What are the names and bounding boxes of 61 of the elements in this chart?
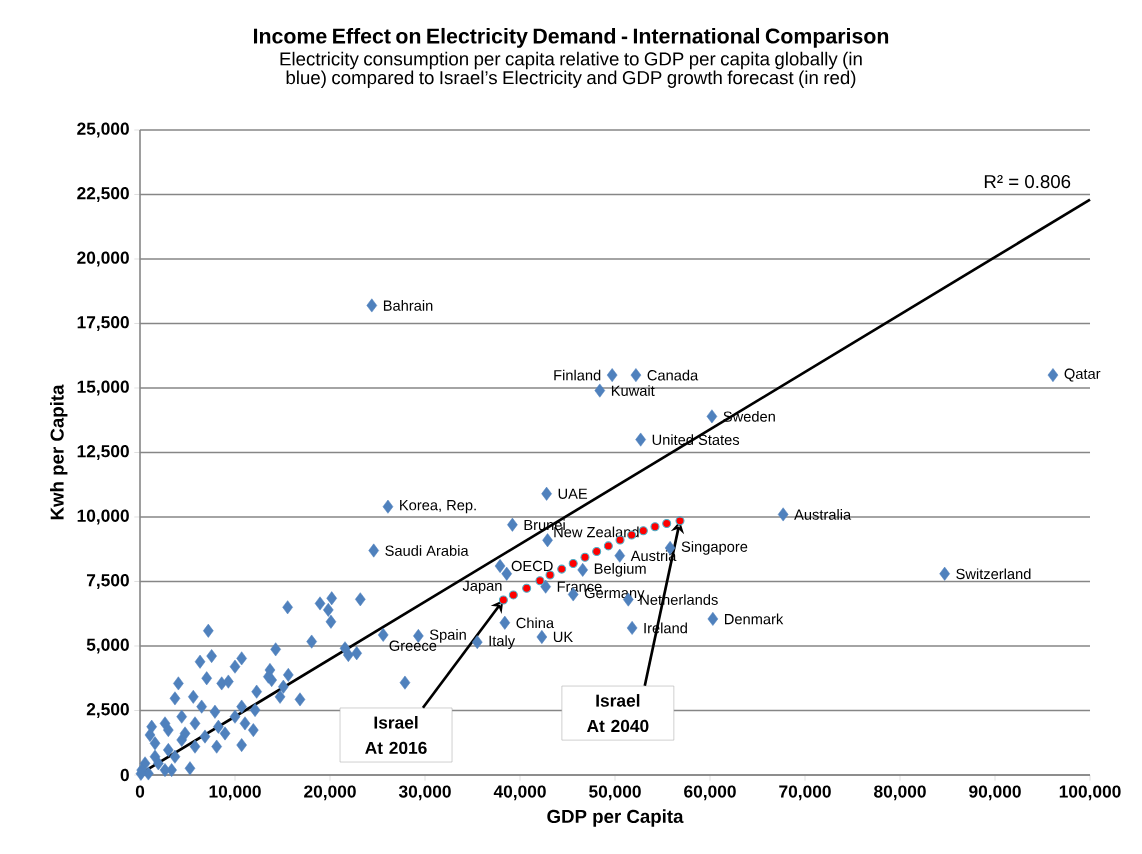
point [535,576,545,586]
annotation: United States [652,434,740,445]
x-tick-label: 60,000 [684,785,736,801]
annotation: Saudi Arabia [385,545,469,556]
chart-subtitle: Electricity consumption per capita relative to GDP per capita globally (in blue) compared to Israel’s Electricity and GDP growth forecast (in red) [280,51,862,88]
point [522,583,532,593]
annotation: Korea, Rep. [400,500,476,514]
x-tick-label: 20,000 [304,785,356,801]
x-tick-label: 70,000 [779,785,831,801]
y-tick-label: 17,500 [77,316,129,331]
annotation: Israel At 2016 [365,715,427,755]
x-tick-label: 0 [135,785,145,798]
annotation: China [516,617,555,629]
annotation: Japan [462,580,502,594]
x-tick-label: 30,000 [398,785,451,801]
x-tick-label: 40,000 [493,785,546,801]
x-tick-label: 10,000 [209,785,261,801]
annotation: Singapore [681,541,748,555]
annotation: Belgium [594,563,646,577]
annotation: Italy [489,635,516,649]
y-tick-label: 25,000 [77,122,129,138]
point [662,518,672,528]
point [568,558,578,568]
y-tick-label: 2,500 [86,703,129,718]
y-tick-label: 12,500 [77,445,129,460]
point [557,564,567,574]
point [580,552,590,562]
annotation: Kuwait [611,385,655,396]
chart-title: Income Effect on Electricity Demand - International Comparison [254,27,889,48]
point [592,547,602,557]
annotation: UK [553,631,573,643]
annotation: Israel At 2040 [586,694,649,733]
y-tick-label: 5,000 [86,638,129,654]
annotation: Canada [647,369,699,381]
point [498,595,508,605]
y-tick-label: 10,000 [77,509,129,525]
annotation: Australia [794,509,852,520]
annotation: OECD [511,560,553,572]
point [603,541,613,551]
x-axis-title: GDP per Capita [547,809,684,827]
annotation: Qatar [1064,368,1101,382]
y-tick-label: 7,500 [86,574,129,589]
x-tick-label: 80,000 [874,785,926,801]
annotation: Finland [554,369,601,381]
point [638,526,648,536]
y-tick-label: 20,000 [77,251,129,267]
annotation: Switzerland [956,568,1031,580]
x-tick-label: 90,000 [969,785,1021,801]
x-tick-label: 50,000 [589,785,641,801]
x-tick-label: 100,000 [1059,785,1121,801]
y-tick-label: 15,000 [77,380,129,396]
annotation: R² = 0.806 [984,174,1071,189]
y-tick-label: 22,500 [77,187,129,202]
annotation: UAE [558,488,588,499]
y-tick-label: 0 [120,768,129,782]
point [650,522,660,532]
point [675,516,685,526]
y-axis-title: Kwh per Capita [50,384,68,520]
annotation: Denmark [725,613,784,625]
annotation: Bahrain [383,300,433,311]
point [508,590,518,600]
